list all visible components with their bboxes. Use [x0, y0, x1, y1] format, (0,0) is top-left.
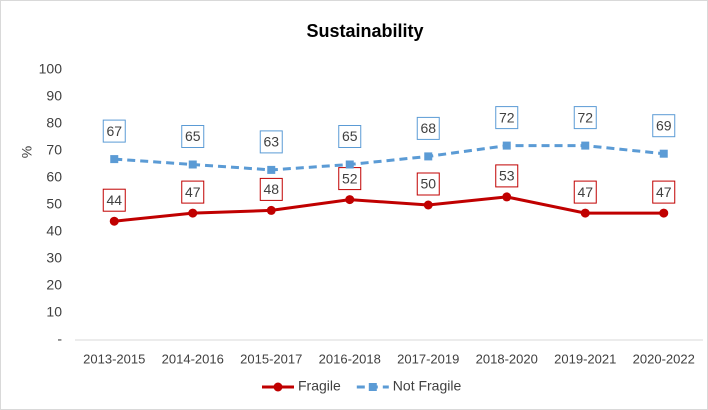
data-label: 67 [106, 123, 122, 139]
point [502, 141, 511, 150]
legend-label: Fragile [298, 378, 341, 394]
series-line [114, 195, 664, 223]
data-label: 69 [656, 117, 672, 133]
point [659, 149, 668, 158]
legend-label: Not Fragile [393, 378, 462, 394]
data-label: 52 [342, 170, 358, 186]
y-tick-label: 80 [46, 115, 62, 131]
legend-marker [368, 383, 377, 391]
y-axis-label: % [19, 146, 35, 158]
point [581, 141, 590, 150]
y-tick-label: 10 [46, 304, 62, 320]
data-label-box [102, 119, 126, 143]
data-label: 53 [499, 168, 515, 184]
data-label-box [259, 177, 283, 201]
y-tick-label: 90 [46, 88, 62, 104]
data-label-box [652, 180, 676, 204]
point [424, 152, 433, 161]
y-tick-label: 50 [46, 196, 62, 212]
series-line [114, 144, 664, 172]
x-tick-label: 2019-2021 [554, 351, 616, 366]
data-label: 48 [263, 181, 279, 197]
data-label: 72 [499, 109, 515, 125]
data-label: 50 [420, 176, 436, 192]
data-label: 65 [185, 128, 201, 144]
point [109, 216, 119, 226]
data-label-box [416, 116, 440, 140]
point [659, 208, 669, 218]
point [188, 160, 197, 169]
legend-marker [273, 382, 283, 392]
y-tick-label: 70 [46, 142, 62, 158]
point [110, 155, 119, 164]
x-tick-label: 2017-2019 [397, 351, 459, 366]
data-label: 44 [106, 192, 122, 208]
point [345, 160, 354, 169]
data-label: 47 [656, 184, 672, 200]
data-label-box [416, 172, 440, 196]
x-tick-label: 2016-2018 [319, 351, 381, 366]
data-label-box [495, 106, 519, 130]
y-tick-label: - [57, 331, 62, 347]
data-label-box [259, 130, 283, 154]
data-label: 65 [342, 128, 358, 144]
data-label-box [495, 164, 519, 188]
y-tick-label: 100 [39, 61, 63, 77]
point [266, 205, 276, 215]
point [267, 165, 276, 174]
x-tick-label: 2018-2020 [476, 351, 538, 366]
y-tick-label: 30 [46, 250, 62, 266]
data-label-box [102, 188, 126, 212]
data-label: 63 [263, 134, 279, 150]
point [580, 208, 590, 218]
data-label: 68 [420, 120, 436, 136]
x-tick-label: 2013-2015 [83, 351, 145, 366]
data-label-box [652, 114, 676, 138]
point [345, 195, 355, 205]
point [423, 200, 433, 210]
data-label-box [573, 106, 597, 130]
data-label-box [181, 180, 205, 204]
data-label-box [573, 180, 597, 204]
data-label-box [181, 125, 205, 148]
data-label: 72 [577, 109, 593, 125]
y-tick-label: 20 [46, 277, 62, 293]
y-tick-label: 40 [46, 223, 62, 239]
y-tick-label: 60 [46, 169, 62, 185]
chart-title: Sustainability [306, 21, 423, 41]
x-tick-label: 2020-2022 [633, 351, 695, 366]
x-tick-label: 2014-2016 [162, 351, 224, 366]
point [502, 192, 512, 202]
data-label: 47 [577, 184, 593, 200]
x-tick-label: 2015-2017 [240, 351, 302, 366]
data-label: 47 [185, 184, 201, 200]
point [188, 208, 198, 218]
data-label-box [338, 125, 362, 148]
